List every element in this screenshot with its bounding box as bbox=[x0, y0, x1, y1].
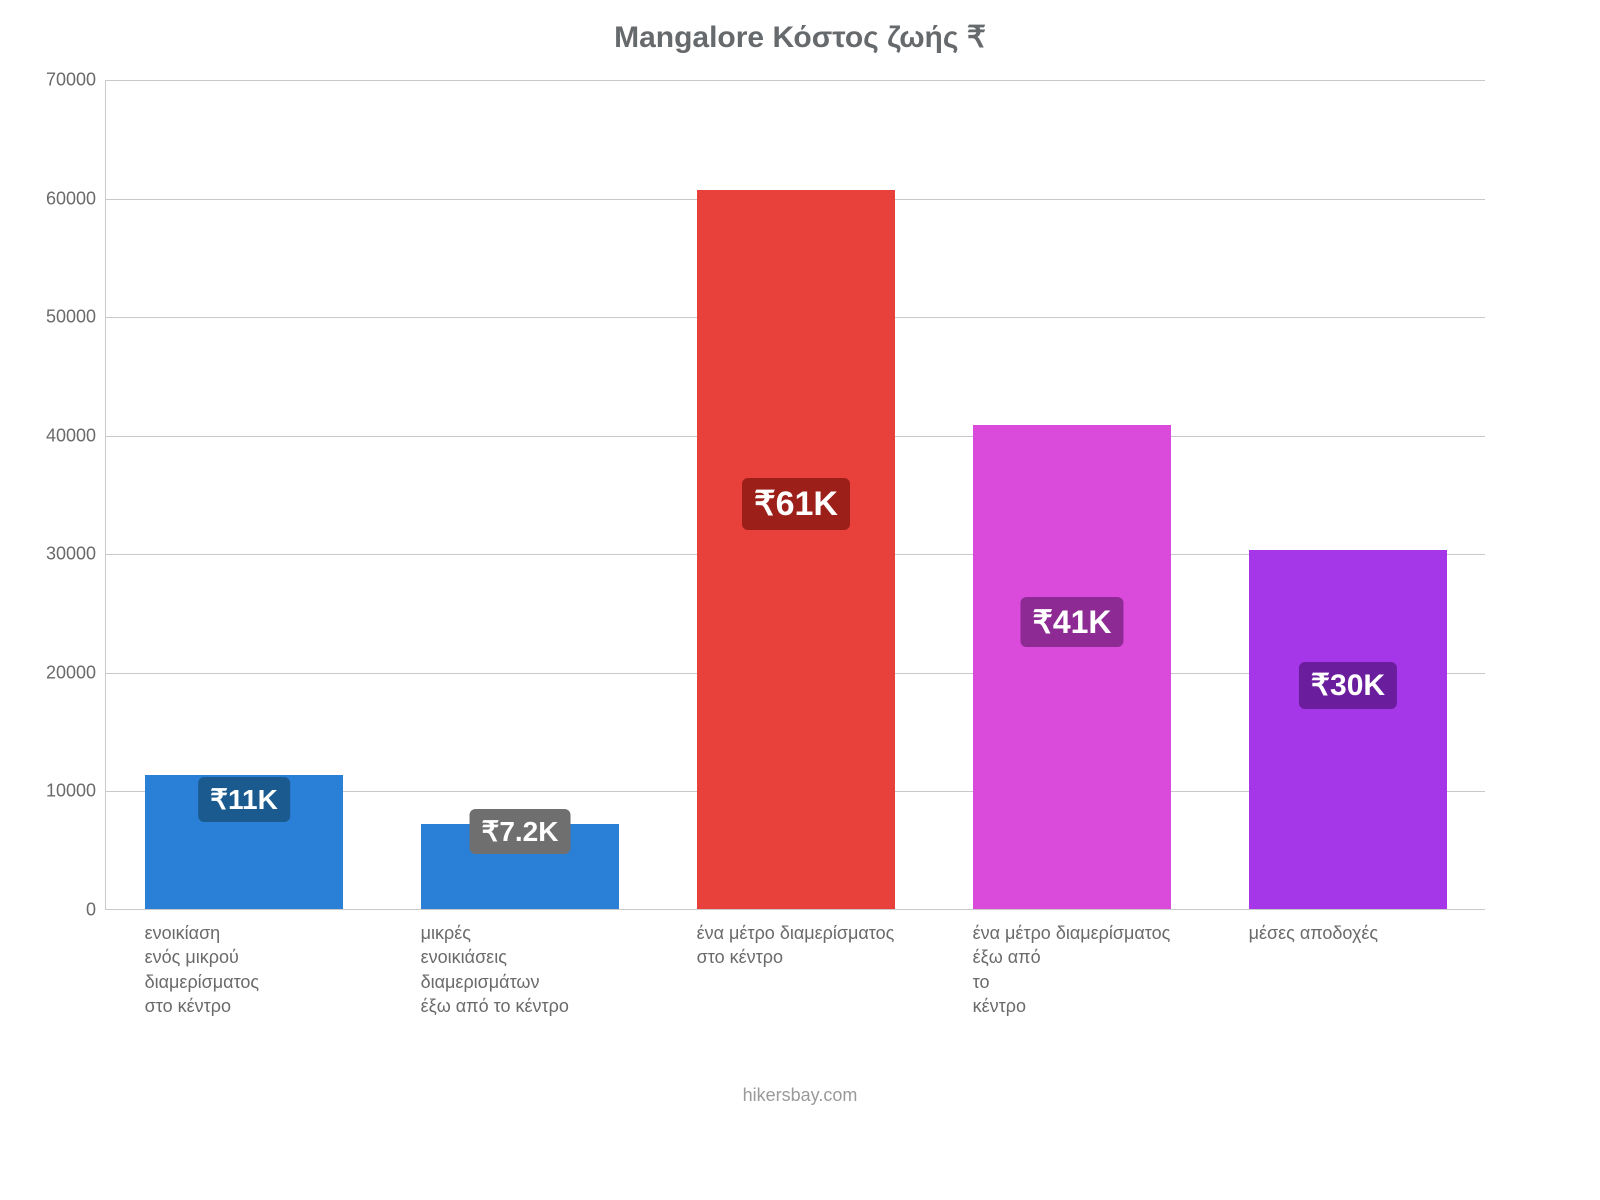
bar-value-badge: ₹7.2K bbox=[470, 809, 571, 854]
y-tick-label: 0 bbox=[86, 900, 106, 921]
footer-credit: hikersbay.com bbox=[0, 1085, 1600, 1106]
bar: ₹30K bbox=[1249, 550, 1448, 909]
plot-area: 010000200003000040000500006000070000₹11K… bbox=[105, 80, 1485, 910]
bar-value-badge: ₹30K bbox=[1299, 662, 1397, 709]
bar: ₹41K bbox=[973, 425, 1172, 909]
y-tick-label: 70000 bbox=[46, 70, 106, 91]
x-tick-label: ένα μέτρο διαμερίσματος στο κέντρο bbox=[697, 909, 959, 970]
gridline bbox=[106, 80, 1485, 81]
y-tick-label: 50000 bbox=[46, 307, 106, 328]
x-tick-label: μικρές ενοικιάσεις διαμερισμάτων έξω από… bbox=[421, 909, 683, 1018]
chart-container: Mangalore Κόστος ζωής ₹ 0100002000030000… bbox=[0, 0, 1600, 1200]
bar: ₹11K bbox=[145, 775, 344, 909]
x-tick-label: ενοικίαση ενός μικρού διαμερίσματος στο … bbox=[145, 909, 407, 1018]
y-tick-label: 40000 bbox=[46, 425, 106, 446]
bar: ₹7.2K bbox=[421, 824, 620, 909]
y-tick-label: 20000 bbox=[46, 662, 106, 683]
bar-value-badge: ₹41K bbox=[1020, 597, 1123, 647]
y-tick-label: 30000 bbox=[46, 544, 106, 565]
bar: ₹61K bbox=[697, 190, 896, 909]
bar-value-badge: ₹61K bbox=[742, 478, 850, 530]
x-tick-label: μέσες αποδοχές bbox=[1249, 909, 1511, 945]
bar-value-badge: ₹11K bbox=[198, 777, 290, 822]
y-tick-label: 10000 bbox=[46, 781, 106, 802]
chart-title: Mangalore Κόστος ζωής ₹ bbox=[0, 20, 1600, 55]
y-tick-label: 60000 bbox=[46, 188, 106, 209]
x-tick-label: ένα μέτρο διαμερίσματος έξω από το κέντρ… bbox=[973, 909, 1235, 1018]
